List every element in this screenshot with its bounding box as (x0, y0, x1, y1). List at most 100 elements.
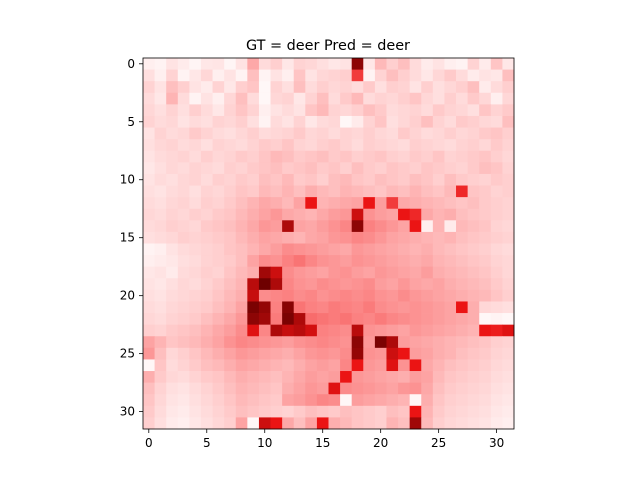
heatmap-cell (502, 394, 515, 407)
heatmap-cell (432, 405, 445, 418)
heatmap-cell (235, 394, 248, 407)
heatmap-cell (328, 185, 341, 198)
y-tick-label: 30 (120, 405, 135, 419)
heatmap-cell (351, 197, 364, 210)
heatmap-cell (282, 150, 295, 163)
heatmap-cell (351, 139, 364, 152)
heatmap-cell (328, 127, 341, 140)
heatmap-cell (490, 405, 503, 418)
heatmap-cell (456, 255, 469, 268)
heatmap-cell (351, 324, 364, 337)
heatmap-cell (479, 104, 492, 117)
heatmap-cell (490, 289, 503, 302)
heatmap-cell (305, 278, 318, 291)
heatmap-cell (351, 92, 364, 105)
heatmap-cell (282, 405, 295, 418)
heatmap-cell (316, 127, 329, 140)
heatmap-cell (340, 197, 353, 210)
heatmap-cell (270, 301, 283, 314)
heatmap-cell (363, 92, 376, 105)
heatmap-cell (200, 313, 213, 326)
heatmap-cell (316, 208, 329, 221)
heatmap-cell (305, 382, 318, 395)
heatmap-cell (212, 405, 225, 418)
heatmap-cell (212, 127, 225, 140)
heatmap-cell (200, 115, 213, 128)
heatmap-cell (351, 301, 364, 314)
heatmap-cell (490, 347, 503, 360)
heatmap-cell (386, 394, 399, 407)
heatmap-cell (409, 58, 422, 70)
heatmap-cell (502, 289, 515, 302)
heatmap-cell (143, 313, 155, 326)
heatmap-cell (502, 417, 515, 430)
heatmap-cell (351, 289, 364, 302)
heatmap-cell (432, 382, 445, 395)
heatmap-cell (456, 278, 469, 291)
heatmap-cell (247, 359, 260, 372)
heatmap-cell (340, 382, 353, 395)
heatmap-cell (444, 162, 457, 175)
heatmap-cell (432, 231, 445, 244)
heatmap-cell (143, 417, 155, 430)
heatmap-cell (200, 394, 213, 407)
heatmap-cell (444, 243, 457, 256)
y-tick-label: 0 (127, 57, 135, 71)
heatmap-cell (282, 220, 295, 233)
heatmap-cell (247, 58, 260, 70)
heatmap-cell (467, 173, 480, 186)
x-tick-label: 30 (489, 436, 504, 450)
heatmap-cell (166, 301, 179, 314)
heatmap-cell (247, 243, 260, 256)
heatmap-cell (432, 336, 445, 349)
heatmap-cell (444, 255, 457, 268)
heatmap-cell (212, 208, 225, 221)
heatmap-cell (432, 92, 445, 105)
heatmap-cell (305, 197, 318, 210)
heatmap-cell (386, 115, 399, 128)
heatmap-cell (386, 336, 399, 349)
heatmap-cell (316, 417, 329, 430)
heatmap-cell (189, 417, 202, 430)
heatmap-cell (200, 278, 213, 291)
heatmap-cell (200, 173, 213, 186)
heatmap-cell (351, 150, 364, 163)
heatmap-cell (409, 347, 422, 360)
heatmap-cell (166, 231, 179, 244)
heatmap-cell (479, 278, 492, 291)
heatmap-cell (479, 208, 492, 221)
heatmap-cell (224, 115, 237, 128)
heatmap-cell (328, 150, 341, 163)
heatmap-cell (340, 185, 353, 198)
heatmap-cell (200, 220, 213, 233)
heatmap-cell (270, 278, 283, 291)
heatmap-cell (189, 359, 202, 372)
heatmap-cell (235, 255, 248, 268)
heatmap-cell (398, 289, 411, 302)
heatmap-cell (293, 127, 306, 140)
heatmap-cell (409, 231, 422, 244)
heatmap-cell (305, 313, 318, 326)
heatmap-cell (200, 162, 213, 175)
heatmap-cell (421, 313, 434, 326)
heatmap-cell (490, 313, 503, 326)
heatmap-cell (247, 115, 260, 128)
heatmap-cell (177, 371, 190, 384)
heatmap-cell (177, 278, 190, 291)
heatmap-cell (143, 185, 155, 198)
heatmap-cell (490, 127, 503, 140)
heatmap-cell (398, 278, 411, 291)
heatmap-cell (235, 104, 248, 117)
heatmap-cell (374, 139, 387, 152)
heatmap-cell (456, 162, 469, 175)
heatmap-cell (398, 208, 411, 221)
heatmap-cell (374, 197, 387, 210)
heatmap-cell (212, 371, 225, 384)
heatmap-cell (363, 197, 376, 210)
heatmap-cell (432, 359, 445, 372)
heatmap-cell (467, 371, 480, 384)
heatmap-cell (363, 313, 376, 326)
heatmap-cell (143, 197, 155, 210)
heatmap-cell (398, 324, 411, 337)
heatmap-cell (456, 382, 469, 395)
